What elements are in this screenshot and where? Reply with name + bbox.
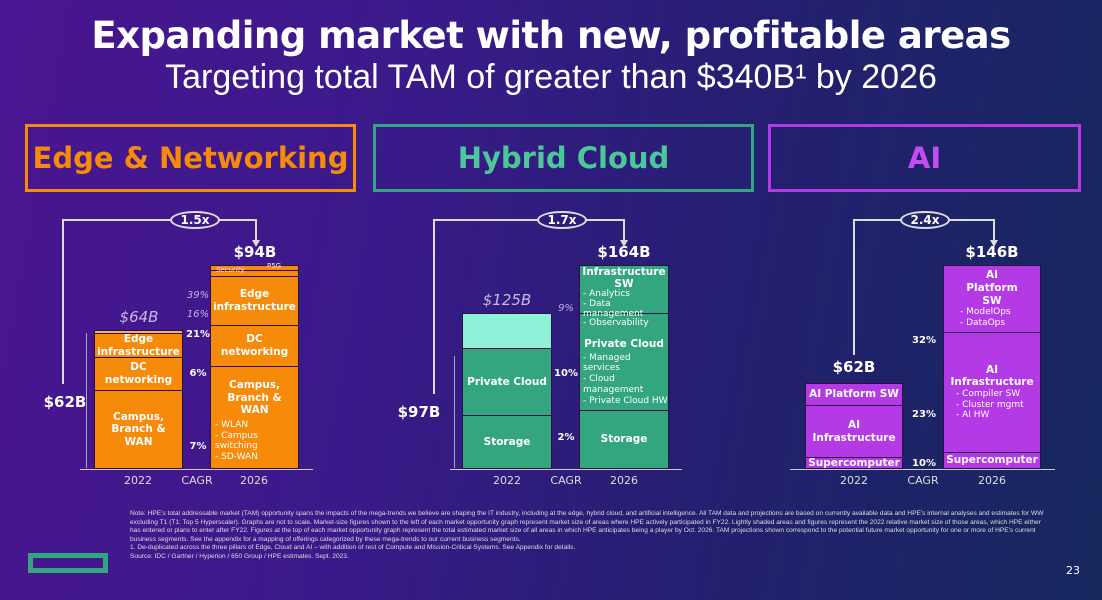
x-label-2022: 2022 bbox=[124, 474, 152, 487]
bar-2026-supercomputer: Supercomputer bbox=[943, 452, 1041, 469]
x-label-2022: 2022 bbox=[493, 474, 521, 487]
item: - Analytics bbox=[583, 289, 630, 300]
x-label-cagr: CAGR bbox=[907, 474, 939, 487]
x-label-2022: 2022 bbox=[840, 474, 868, 487]
segment-label: Campus, Branch & WAN bbox=[227, 379, 282, 417]
bar-2026-private-cloud: Private Cloud - Managed services - Cloud … bbox=[579, 313, 669, 411]
cagr-supercomputer: 10% bbox=[912, 458, 936, 469]
ai-header: AI bbox=[768, 124, 1081, 192]
cagr-security: 39% bbox=[186, 290, 210, 301]
segment-label: AI Infrastructure bbox=[950, 363, 1034, 389]
total-2022-participated: $97B bbox=[397, 403, 441, 421]
bar-2022-dc-networking: DC networking bbox=[94, 357, 183, 391]
multiplier-badge: 2.4x bbox=[900, 211, 950, 229]
total-2026: $146B bbox=[965, 243, 1019, 261]
cagr-infrastructure-sw: 9% bbox=[558, 303, 574, 314]
x-label-2026: 2026 bbox=[978, 474, 1006, 487]
item: - WLAN bbox=[215, 419, 249, 430]
item: - ModelOps bbox=[960, 307, 1011, 318]
cagr-storage: 2% bbox=[557, 432, 575, 443]
bar-2026-infrastructure-sw: Infrastructure SW - Analytics - Data mana… bbox=[579, 265, 669, 328]
bar-2026-ai-platform-sw: AI Platform SW - ModelOps - DataOps bbox=[943, 265, 1041, 333]
bar-2026-ai-infrastructure: AI Infrastructure - Compiler SW - Cluster… bbox=[943, 332, 1041, 453]
segment-label: Private Cloud bbox=[584, 338, 664, 350]
item: - AI HW bbox=[956, 410, 990, 421]
item: - Cluster mgmt bbox=[956, 399, 1024, 410]
x-label-cagr: CAGR bbox=[181, 474, 213, 487]
arrow-down-icon bbox=[620, 240, 628, 247]
page-number: 23 bbox=[1066, 564, 1080, 577]
cagr-platform-sw: 32% bbox=[912, 335, 936, 346]
note-text: Note: HPE's total addressable market (TA… bbox=[130, 510, 1044, 543]
footnotes: Note: HPE's total addressable market (TA… bbox=[130, 510, 1045, 561]
total-2022-participated: $62B bbox=[43, 393, 87, 411]
cagr-infrastructure: 23% bbox=[912, 409, 936, 420]
item: - Observability bbox=[583, 318, 649, 329]
item: - Cloud management bbox=[583, 374, 644, 395]
bar-2026-storage: Storage bbox=[579, 410, 669, 469]
bar-2022-ai-infrastructure: AI Infrastructure bbox=[805, 405, 903, 458]
footnote-1: 1. De-duplicated across the three pillar… bbox=[130, 544, 576, 552]
hybrid-cloud-header: Hybrid Cloud bbox=[373, 124, 754, 192]
bar-2022-private-cloud: Private Cloud bbox=[462, 348, 552, 416]
item: - Compiler SW bbox=[956, 388, 1021, 399]
label-security: Security bbox=[216, 266, 245, 274]
bar-2022-edge-infrastructure: Edge infrastructure bbox=[94, 333, 183, 358]
total-2022: $64B bbox=[119, 308, 159, 326]
segment-label: AI Platform SW bbox=[966, 269, 1018, 307]
x-label-2026: 2026 bbox=[610, 474, 638, 487]
bar-2022-supercomputer: Supercomputer bbox=[805, 457, 903, 469]
hpe-logo bbox=[28, 553, 108, 573]
item: - SD-WAN bbox=[215, 452, 258, 463]
multiplier-badge: 1.5x bbox=[170, 211, 220, 229]
total-2026: $164B bbox=[597, 243, 651, 261]
segment-label: Infrastructure SW bbox=[582, 266, 666, 290]
item: - Data management bbox=[583, 298, 644, 319]
cagr-p5g: 16% bbox=[186, 309, 210, 320]
source-text: Source: IDC / Gartner / Hyperion / 650 G… bbox=[130, 552, 349, 560]
edge-networking-header: Edge & Networking bbox=[25, 124, 356, 192]
slide-subtitle: Targeting total TAM of greater than $340… bbox=[165, 58, 937, 96]
cagr-dc-networking: 6% bbox=[189, 368, 207, 379]
arrow-down-icon bbox=[252, 240, 260, 247]
label-p5g: P5G bbox=[267, 262, 282, 270]
multiplier-badge: 1.7x bbox=[537, 211, 587, 229]
total-2022: $62B bbox=[832, 358, 876, 376]
arrow-down-icon bbox=[990, 240, 998, 247]
item: - Private Cloud HW bbox=[583, 395, 668, 406]
bar-2022-storage: Storage bbox=[462, 415, 552, 469]
bar-2022-campus: Campus, Branch & WAN bbox=[94, 390, 183, 469]
bar-2026-dc-networking: DC networking bbox=[210, 325, 299, 367]
slide-title: Expanding market with new, profitable ar… bbox=[91, 14, 1011, 57]
total-2026: $94B bbox=[233, 243, 277, 261]
cagr-campus: 7% bbox=[189, 441, 207, 452]
item: - Campus switching bbox=[215, 430, 258, 452]
item: - Managed services bbox=[583, 352, 631, 374]
bar-2026-campus: Campus, Branch & WAN - WLAN - Campus swit… bbox=[210, 366, 299, 469]
total-2022: $125B bbox=[482, 291, 532, 309]
cagr-private-cloud: 10% bbox=[554, 368, 578, 379]
item: - DataOps bbox=[960, 317, 1006, 328]
x-label-cagr: CAGR bbox=[550, 474, 582, 487]
x-label-2026: 2026 bbox=[240, 474, 268, 487]
bar-2026-edge-infrastructure: Edge infrastructure bbox=[210, 276, 299, 326]
cagr-edge-infrastructure: 21% bbox=[186, 329, 210, 340]
bar-2022-ai-platform-sw: AI Platform SW bbox=[805, 383, 903, 406]
bar-2022-infrastructure-sw bbox=[462, 313, 552, 349]
